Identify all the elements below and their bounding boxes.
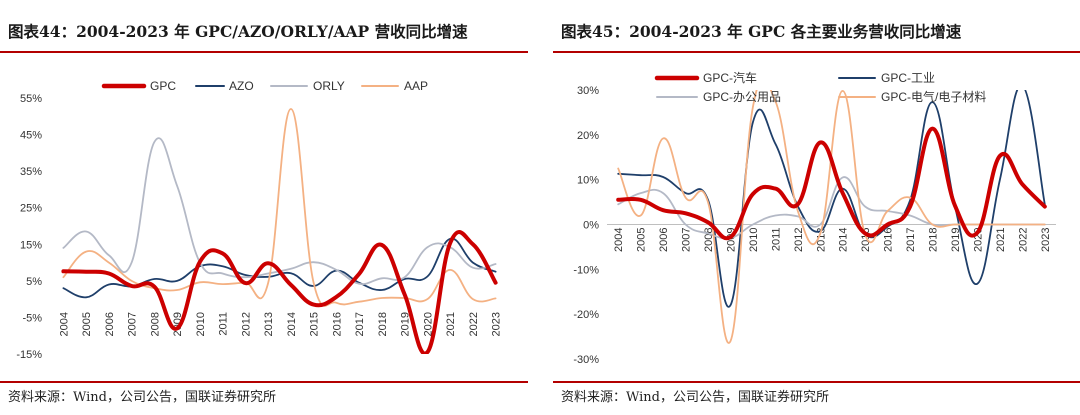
x-tick-label: 2013 xyxy=(815,228,827,252)
x-tick-label: 2022 xyxy=(468,312,480,336)
chart-panel-right: 图表45：2004-2023 年 GPC 各主要业务营收同比增速 30% 20% 1… xyxy=(553,0,1080,415)
x-tick-label: 2007 xyxy=(127,312,139,336)
y-tick-label: 10% xyxy=(577,175,599,187)
y-tick-label: -5% xyxy=(22,312,42,324)
y-tick-label: 15% xyxy=(20,239,42,251)
x-tick-label: 2006 xyxy=(104,312,116,336)
x-axis-labels: 2004 2005 2006 2007 2008 2009 2010 2011 2012 2013… xyxy=(613,227,1052,251)
x-tick-label: 2016 xyxy=(883,228,895,252)
x-tick-label: 2014 xyxy=(286,312,298,336)
y-tick-label: 30% xyxy=(577,85,599,97)
x-tick-label: 2021 xyxy=(445,312,457,336)
x-tick-label: 2023 xyxy=(491,312,503,336)
x-tick-label: 2007 xyxy=(681,228,693,252)
series-line xyxy=(62,137,497,286)
legend-label: GPC xyxy=(150,79,176,93)
x-tick-label: 2006 xyxy=(658,228,670,252)
legend-label: AZO xyxy=(229,79,254,93)
chart-title: 图表44：2004-2023 年 GPC/AZO/ORLY/AAP 营收同比增速 xyxy=(8,22,468,41)
y-tick-label: 45% xyxy=(20,130,42,142)
x-tick-label: 2023 xyxy=(1040,228,1052,252)
y-tick-label: 55% xyxy=(20,93,42,105)
series-line xyxy=(617,90,1046,308)
legend: GPC-汽车 GPC-工业 GPC-办公用品 GPC-电气/电子材料 xyxy=(654,70,986,104)
line-chart-left: 55% 45% 35% 25% 15% 5% -5% -15% 2004 2005 2006 2007… xyxy=(16,79,502,361)
source-divider xyxy=(553,381,1080,383)
x-tick-label: 2022 xyxy=(1017,228,1029,252)
y-tick-label: 25% xyxy=(20,203,42,215)
x-tick-label: 2019 xyxy=(400,312,412,336)
x-tick-label: 2004 xyxy=(58,312,70,336)
legend-label: GPC-办公用品 xyxy=(703,89,781,104)
x-tick-label: 2017 xyxy=(354,312,366,336)
x-tick-label: 2011 xyxy=(218,312,230,336)
legend-label: ORLY xyxy=(313,79,345,93)
y-tick-label: -10% xyxy=(573,264,599,276)
series-line xyxy=(617,90,1046,344)
x-tick-label: 2004 xyxy=(613,228,625,252)
legend-label: AAP xyxy=(404,79,428,93)
x-tick-label: 2012 xyxy=(793,227,805,251)
x-tick-label: 2005 xyxy=(81,312,93,336)
x-tick-label: 2016 xyxy=(331,312,343,336)
y-tick-label: 0% xyxy=(583,220,599,232)
title-divider xyxy=(0,51,528,53)
x-tick-label: 2008 xyxy=(149,312,161,336)
x-tick-label: 2018 xyxy=(377,312,389,336)
series-line xyxy=(61,229,498,354)
series-line xyxy=(62,108,497,307)
x-tick-label: 2019 xyxy=(950,228,962,252)
x-tick-label: 2014 xyxy=(838,228,850,252)
y-tick-label: 5% xyxy=(26,276,42,288)
x-axis-labels: 2004 2005 2006 2007 2008 2009 2010 2011 2012 2013… xyxy=(58,312,502,336)
x-tick-label: 2011 xyxy=(770,228,782,252)
source-divider xyxy=(0,381,528,383)
x-tick-label: 2021 xyxy=(995,228,1007,252)
x-tick-label: 2013 xyxy=(263,312,275,336)
y-tick-label: -15% xyxy=(16,349,42,361)
title-divider xyxy=(553,51,1080,53)
y-tick-label: 20% xyxy=(577,130,599,142)
line-chart-right: 30% 20% 10% 0% -10% -20% -30% 2004 2005 2006 2007 2… xyxy=(573,70,1056,366)
legend-label: GPC-汽车 xyxy=(703,70,757,85)
x-tick-label: 2020 xyxy=(422,312,434,336)
legend-label: GPC-工业 xyxy=(881,71,935,85)
x-tick-label: 2010 xyxy=(748,228,760,252)
y-tick-label: 35% xyxy=(20,166,42,178)
chart-title: 图表45：2004-2023 年 GPC 各主要业务营收同比增速 xyxy=(561,22,962,41)
y-axis-labels: 30% 20% 10% 0% -10% -20% -30% xyxy=(573,85,599,366)
chart-panel-left: 图表44：2004-2023 年 GPC/AZO/ORLY/AAP 营收同比增速… xyxy=(0,0,528,415)
x-tick-label: 2018 xyxy=(928,228,940,252)
source-note: 资料来源：Wind，公司公告，国联证券研究所 xyxy=(8,390,276,405)
legend-label: GPC-电气/电子材料 xyxy=(881,89,986,104)
x-tick-label: 2017 xyxy=(905,228,917,252)
y-tick-label: -30% xyxy=(573,354,599,366)
series-line xyxy=(616,126,1047,241)
y-axis-labels: 55% 45% 35% 25% 15% 5% -5% -15% xyxy=(16,93,42,361)
x-tick-label: 2005 xyxy=(636,228,648,252)
x-tick-label: 2010 xyxy=(195,312,207,336)
source-note: 资料来源：Wind，公司公告，国联证券研究所 xyxy=(561,390,829,405)
x-tick-label: 2015 xyxy=(309,312,321,336)
x-tick-label: 2012 xyxy=(240,312,252,336)
series-lines xyxy=(61,108,498,354)
y-tick-label: -20% xyxy=(573,309,599,321)
legend: GPC AZO ORLY AAP xyxy=(101,79,428,93)
series-lines xyxy=(616,90,1047,344)
